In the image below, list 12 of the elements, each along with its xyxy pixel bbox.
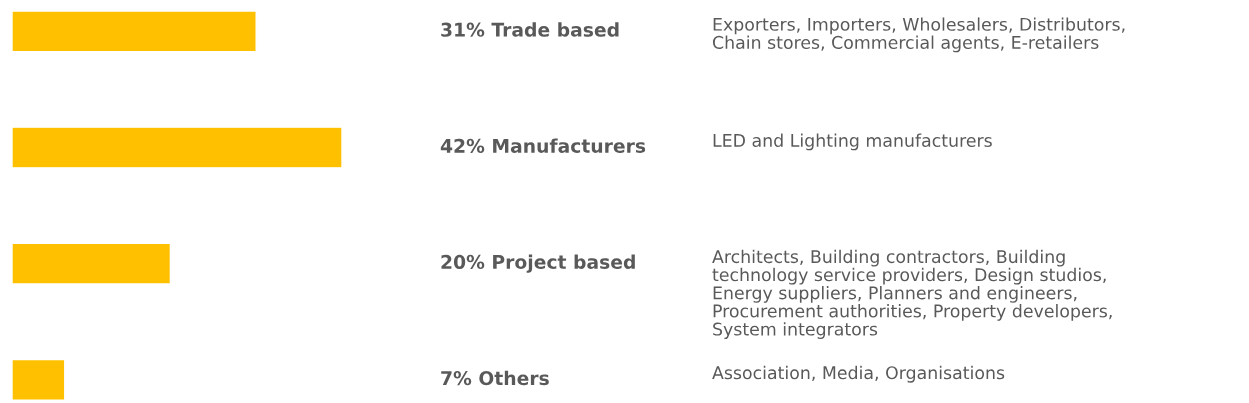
y-tick-label: 7% Others bbox=[441, 370, 549, 386]
y-tick-label: 31% Trade based bbox=[441, 22, 619, 37]
text: LED and Lighting manufacturers bbox=[713, 133, 992, 151]
text: Association, Media, Organisations bbox=[712, 365, 1005, 383]
text: Exporters, Importers, Wholesalers, Distributors, Chain stores, Commercial agents, E-retailers bbox=[712, 17, 1125, 53]
bar bbox=[12, 10, 257, 53]
y-tick-label: 42% Manufacturers bbox=[440, 138, 646, 153]
bar bbox=[12, 358, 66, 401]
bar bbox=[12, 242, 172, 285]
bar bbox=[12, 126, 342, 169]
text: Architects, Building contractors, Building technology service providers, Design studios, Energy suppliers, Planners and engineers, Procurement authorities, Property developers, System integrators bbox=[712, 249, 1112, 339]
y-tick-label: 20% Project based bbox=[441, 254, 635, 273]
